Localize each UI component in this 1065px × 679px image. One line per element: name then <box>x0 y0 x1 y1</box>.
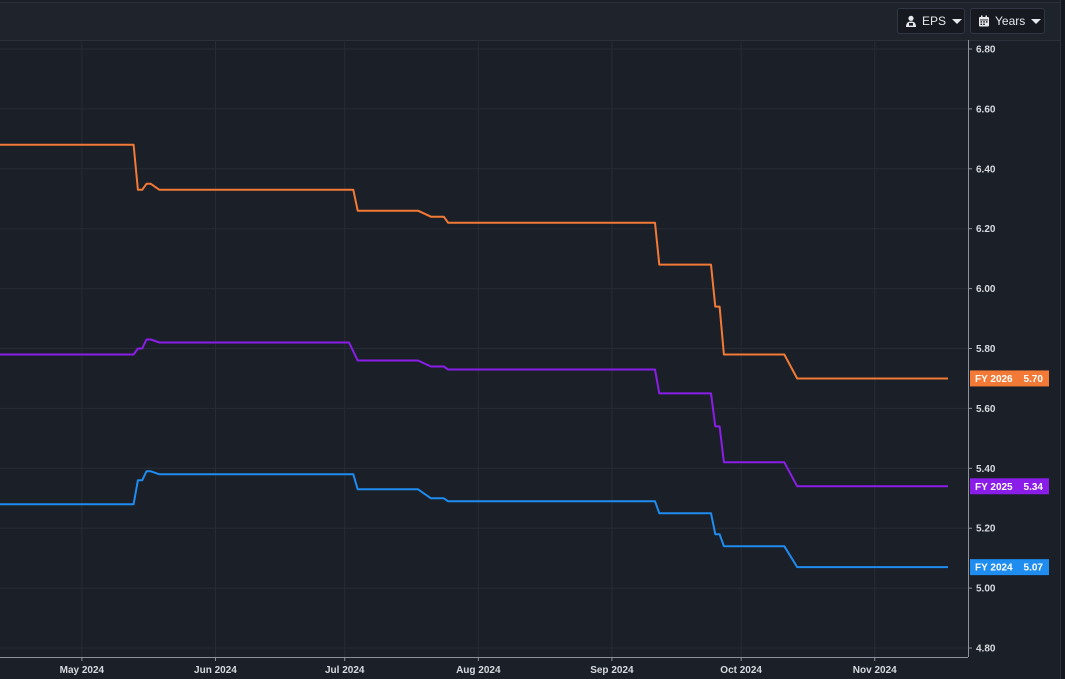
last-value-tag-series: FY 2026 <box>975 374 1013 385</box>
x-tick-label: Oct 2024 <box>720 665 762 676</box>
x-tick-label: Jul 2024 <box>325 665 365 676</box>
axes <box>0 40 972 661</box>
last-value-tag-series: FY 2025 <box>975 482 1013 493</box>
y-tick-label: 5.00 <box>976 584 996 595</box>
last-value-tag: FY 2024 5.07 <box>970 559 1049 576</box>
last-value-tag: FY 2025 5.34 <box>970 478 1049 495</box>
last-value-tags: FY 2026 5.70 FY 2025 5.34 FY 2024 5.07 <box>970 370 1049 576</box>
scrollbar-track[interactable] <box>1060 0 1065 679</box>
x-tick-label: Aug 2024 <box>456 665 501 676</box>
x-tick-label: Sep 2024 <box>590 665 634 676</box>
y-tick-label: 6.00 <box>976 284 996 295</box>
last-value-tag-value: 5.07 <box>1024 563 1044 574</box>
last-value-tag-value: 5.34 <box>1024 482 1044 493</box>
series-line-fy-2024[interactable] <box>0 470 948 569</box>
grid <box>0 40 968 657</box>
analyst-icon <box>905 15 917 27</box>
metric-dropdown-label: EPS <box>922 14 947 28</box>
last-value-tag-value: 5.70 <box>1024 374 1044 385</box>
period-dropdown-label: Years <box>995 14 1026 28</box>
x-axis-ticks: May 2024 Jun 2024 Jul 2024 Aug 2024 Sep 2024… <box>60 665 898 676</box>
x-tick-label: Nov 2024 <box>853 665 897 676</box>
last-value-tag-series: FY 2024 <box>975 563 1013 574</box>
last-value-tag: FY 2026 5.70 <box>970 370 1049 387</box>
y-tick-label: 5.20 <box>976 524 996 535</box>
chevron-down-icon <box>1031 18 1042 24</box>
y-tick-label: 5.80 <box>976 344 996 355</box>
chevron-down-icon <box>952 18 963 24</box>
y-tick-label: 5.60 <box>976 404 996 415</box>
y-tick-label: 6.40 <box>976 164 996 175</box>
last-value-tag-bg <box>970 559 1049 576</box>
top-border <box>0 2 1060 3</box>
y-axis-ticks: 6.80 6.60 6.40 6.20 6.00 5.80 5.60 5.40 5.20 5.00… <box>976 44 996 654</box>
period-dropdown[interactable]: Years <box>970 8 1045 34</box>
chart-toolbar <box>0 3 1060 41</box>
metric-dropdown[interactable]: EPS <box>897 8 965 34</box>
series-lines <box>0 143 948 569</box>
series-line-fy-2026[interactable] <box>0 143 948 380</box>
last-value-tag-bg <box>970 478 1049 495</box>
y-tick-label: 4.80 <box>976 644 996 655</box>
last-value-tag-bg <box>970 370 1049 387</box>
y-tick-label: 5.40 <box>976 464 996 475</box>
calendar-icon <box>978 15 990 27</box>
series-line-fy-2025[interactable] <box>0 338 948 488</box>
y-tick-label: 6.80 <box>976 44 996 55</box>
y-tick-label: 6.20 <box>976 224 996 235</box>
x-tick-label: May 2024 <box>60 665 105 676</box>
y-tick-label: 6.60 <box>976 104 996 115</box>
x-tick-label: Jun 2024 <box>194 665 237 676</box>
